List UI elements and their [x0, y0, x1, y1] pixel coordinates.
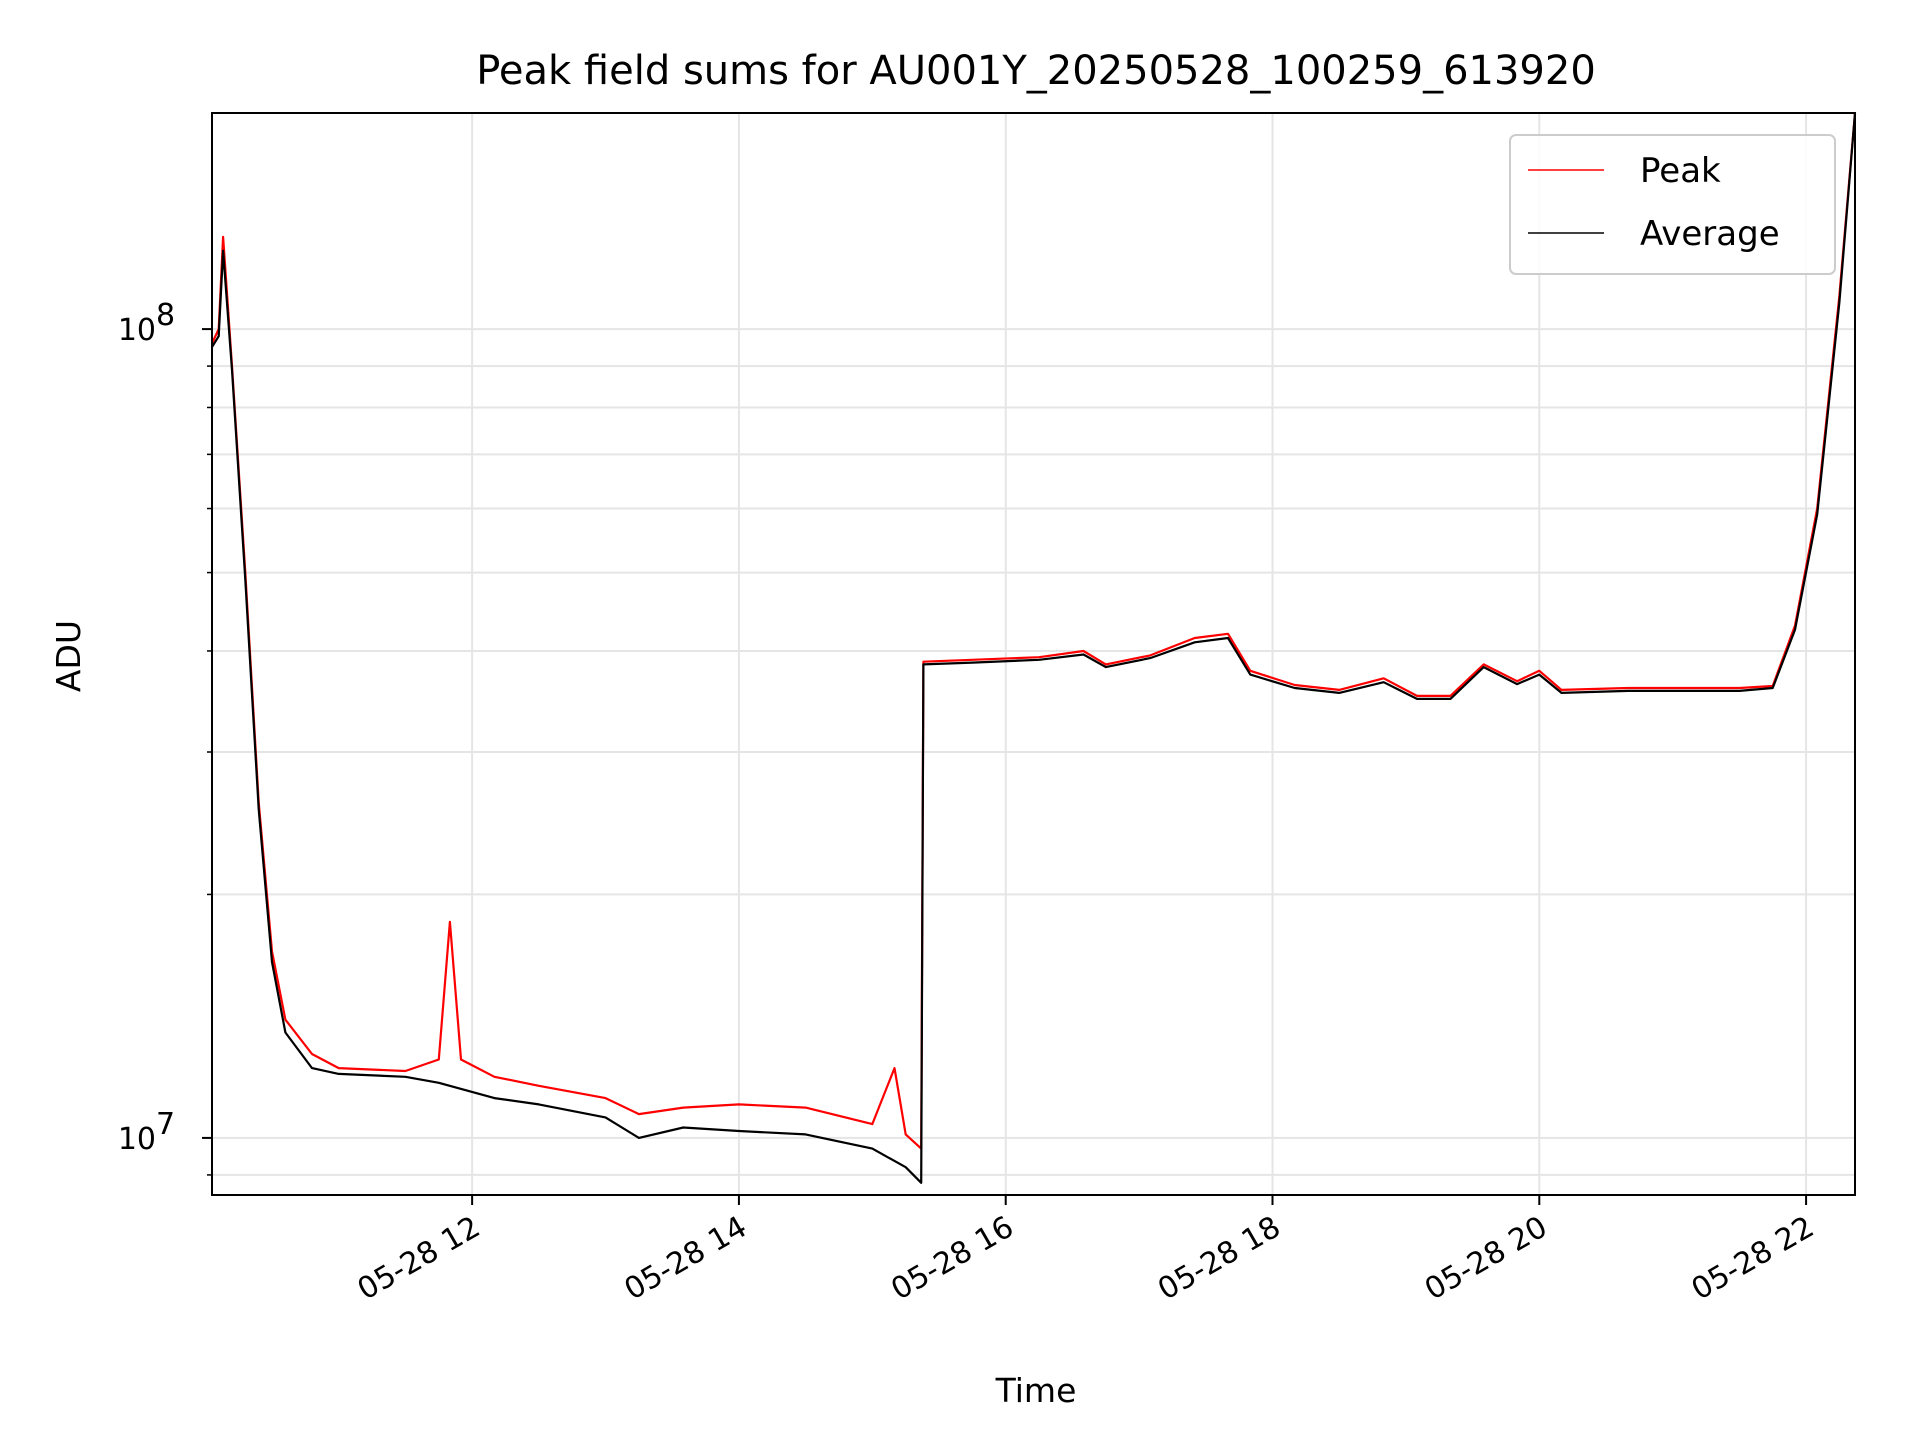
series-layer	[211, 112, 1857, 1184]
y-axis-title: ADU	[49, 620, 88, 692]
series-line-average	[211, 112, 1857, 1184]
series-line-peak	[211, 112, 1857, 1150]
y-tick-label-exponent: 7	[156, 1107, 175, 1142]
y-tick-label-exponent: 8	[156, 298, 175, 333]
grid	[212, 113, 1855, 1195]
y-tick-label: 10	[118, 1122, 156, 1157]
x-axis-title: Time	[995, 1371, 1077, 1410]
legend-label-peak: Peak	[1640, 151, 1721, 191]
legend: Peak Average	[1509, 134, 1836, 275]
legend-label-average: Average	[1640, 214, 1780, 254]
plot-frame	[211, 112, 1856, 1196]
chart-title: Peak field sums for AU001Y_20250528_1002…	[476, 48, 1596, 94]
y-tick-label: 10	[118, 313, 156, 348]
